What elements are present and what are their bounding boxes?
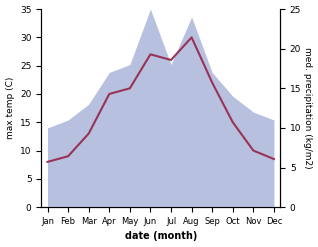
Y-axis label: max temp (C): max temp (C)	[5, 77, 15, 139]
Y-axis label: med. precipitation (kg/m2): med. precipitation (kg/m2)	[303, 47, 313, 169]
X-axis label: date (month): date (month)	[125, 231, 197, 242]
